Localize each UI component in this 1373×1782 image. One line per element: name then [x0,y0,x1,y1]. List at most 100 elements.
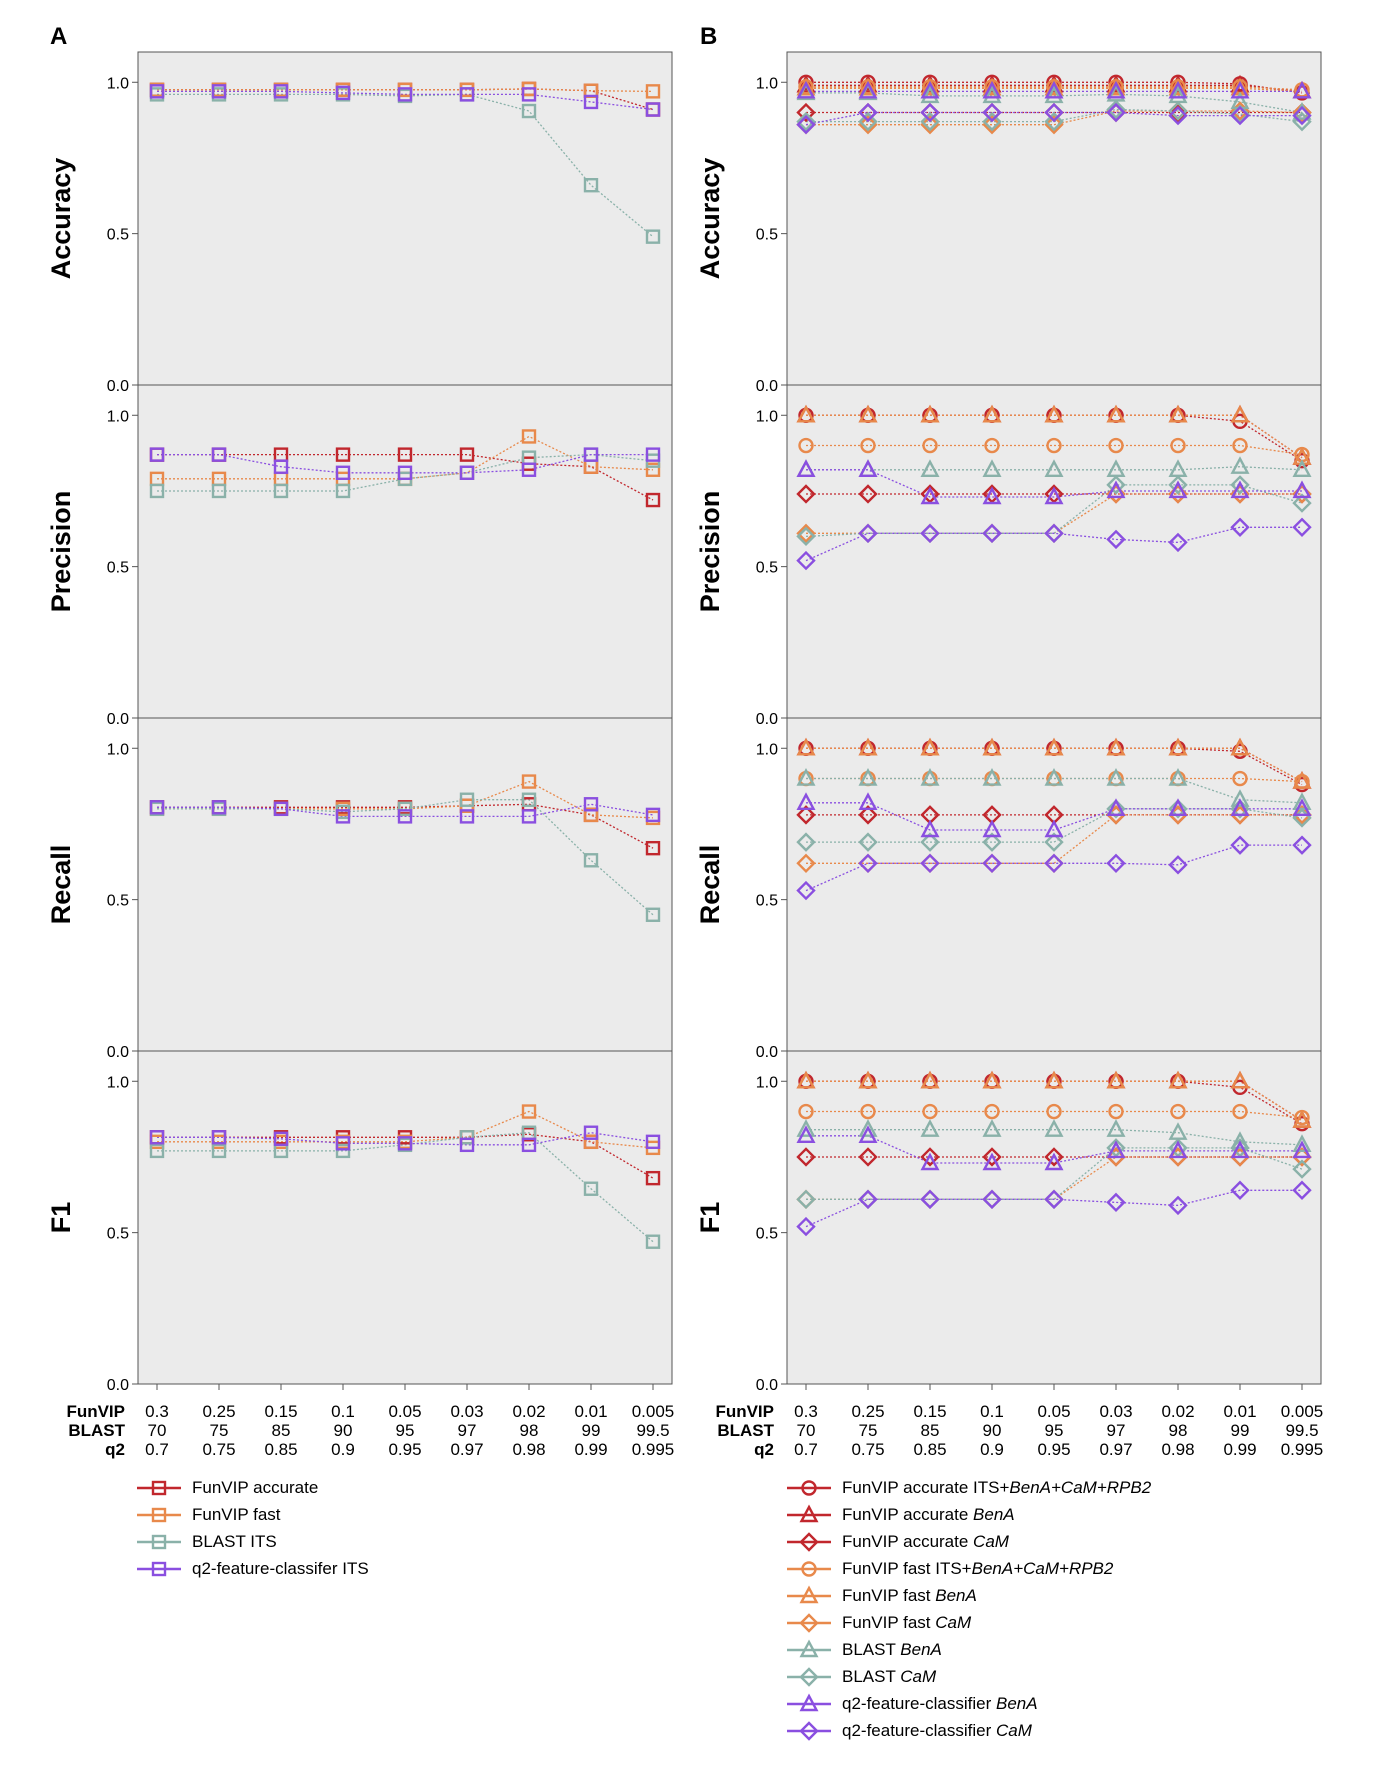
legend-marker [151,1534,167,1549]
x-row-label-q2: q2 [105,1440,125,1459]
x-tick-label: 90 [334,1421,353,1440]
series-line [806,466,1303,471]
data-point [982,832,1002,852]
data-point [211,483,227,499]
data-point [858,74,878,93]
x-tick-label: 0.1 [980,1402,1004,1421]
data-point [459,809,475,824]
data-point [645,840,661,856]
data-point [858,523,878,544]
x-tick-label: 0.75 [851,1440,884,1459]
data-point [397,809,413,824]
data-point [459,465,475,480]
data-point [1292,835,1312,855]
data-point [796,1216,816,1237]
data-point [645,102,661,117]
markers-q2-feature-classifer-its [149,84,661,117]
legend-label: q2-feature-classifer ITS [192,1558,369,1578]
x-tick-label: 99 [582,1421,601,1440]
data-point [1044,114,1064,135]
legend-marker [799,1584,819,1603]
data-point [1106,475,1126,495]
x-tick-label: 90 [983,1421,1002,1440]
data-point [1044,486,1064,505]
data-point [796,102,816,123]
x-tick-label: 99 [1231,1421,1250,1440]
chart-b-accuracy: 0.0 0.5 1.0 Accuracy [695,51,1322,395]
data-point [1044,853,1064,874]
series-q2-feature-classifier-cam [805,526,1302,562]
series-q2-feature-classifier-cam [805,844,1302,892]
data-point [583,177,599,193]
x-tick-label: 0.95 [388,1440,421,1459]
y-tick-label: 0.0 [107,711,129,728]
x-tick-label: 85 [921,1421,940,1440]
legend-marker [799,1612,819,1633]
data-point [1106,99,1126,120]
legend-item: BLAST BenA [786,1636,1151,1663]
data-point [920,819,940,838]
legend-label: q2-feature-classifier BenA [842,1693,1038,1713]
markers-q2-feature-classifier-cam [796,102,1312,135]
series-line [806,802,1302,831]
legend-item: FunVIP fast CaM [786,1609,1151,1636]
data-point [920,768,940,786]
legend-label: BLAST ITS [192,1531,277,1551]
legend-marker [151,1480,167,1495]
data-point [397,447,413,462]
x-tick-label: 0.05 [388,1402,421,1421]
data-point [149,800,165,815]
data-point [273,1131,289,1146]
data-point [1168,855,1188,875]
legend-item: FunVIP accurate ITS+BenA+CaM+RPB2 [786,1474,1151,1501]
x-tick-label: 70 [797,1421,816,1440]
data-point [1230,1140,1250,1159]
y-axis-label: Accuracy [695,158,725,280]
data-point [645,1134,661,1150]
legend-label: FunVIP fast [192,1504,281,1524]
data-point [920,832,940,852]
data-point [521,87,537,102]
data-point [920,486,940,505]
x-tick-label: 98 [520,1421,539,1440]
data-point [149,1143,165,1159]
data-point [1046,437,1062,454]
markers-funvip-fast-bena [796,737,1312,789]
markers-q2-feature-classifer-its [149,797,661,824]
data-point [1044,832,1064,852]
data-point [645,447,661,462]
y-axis-label: Accuracy [46,158,76,280]
data-point [796,737,816,756]
data-point [521,429,537,444]
data-point [1292,1134,1312,1153]
data-point [1168,74,1188,93]
y-tick-label: 1.0 [756,75,778,92]
plot-area [137,717,673,1052]
data-point [1108,1103,1124,1120]
y-tick-label: 0.5 [756,1226,778,1243]
data-point [920,853,940,874]
panel-label-b: B [700,23,717,50]
data-point [920,1119,940,1137]
data-point [1106,853,1126,874]
series-line [806,747,1303,783]
x-tick-label: 0.15 [913,1402,946,1421]
legend-label: q2-feature-classifier CaM [842,1720,1032,1740]
data-point [798,437,814,454]
data-point [1168,80,1188,99]
series-line [157,1110,654,1149]
series-line [806,1135,1302,1164]
data-point [858,80,878,99]
data-point [982,1070,1002,1089]
data-point [860,1103,876,1120]
legend-swatch [787,1531,831,1552]
data-point [858,77,878,96]
data-point [1106,529,1126,550]
data-point [1168,1140,1188,1159]
data-point [1044,737,1064,756]
data-point [796,114,816,135]
series-blast-its [157,799,654,916]
data-point [521,1104,537,1119]
data-point [858,1147,878,1167]
x-tick-label: 0.75 [202,1440,235,1459]
